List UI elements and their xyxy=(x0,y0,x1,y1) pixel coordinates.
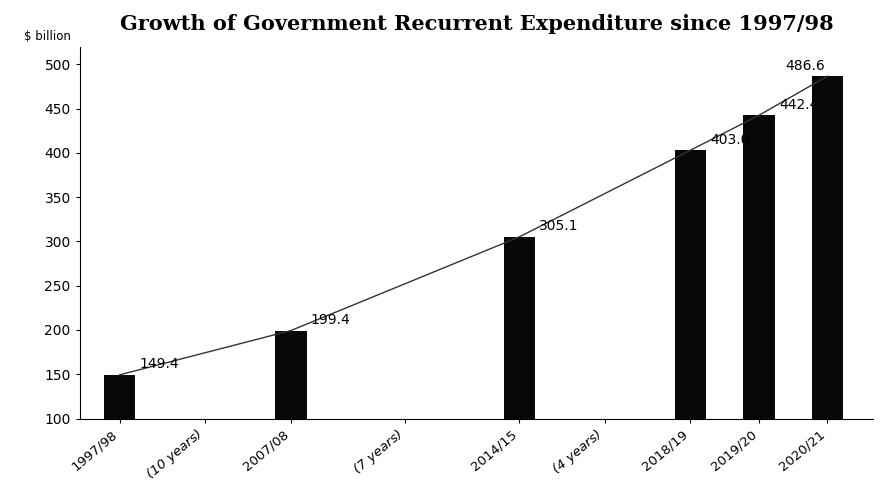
Text: 199.4: 199.4 xyxy=(311,313,350,327)
Bar xyxy=(503,237,534,419)
Bar xyxy=(275,331,307,419)
Text: 403.0: 403.0 xyxy=(710,133,749,147)
Text: 305.1: 305.1 xyxy=(539,219,578,233)
Text: $ billion: $ billion xyxy=(24,30,71,43)
Bar xyxy=(674,150,705,419)
Bar xyxy=(811,76,843,419)
Text: 442.4: 442.4 xyxy=(778,98,818,112)
Title: Growth of Government Recurrent Expenditure since 1997/98: Growth of Government Recurrent Expenditu… xyxy=(120,14,832,34)
Bar xyxy=(742,115,773,419)
Text: 149.4: 149.4 xyxy=(139,357,179,371)
Bar xyxy=(104,375,136,419)
Text: 486.6: 486.6 xyxy=(784,58,824,73)
